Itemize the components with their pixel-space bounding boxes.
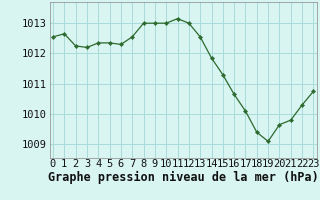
- X-axis label: Graphe pression niveau de la mer (hPa): Graphe pression niveau de la mer (hPa): [48, 171, 319, 184]
